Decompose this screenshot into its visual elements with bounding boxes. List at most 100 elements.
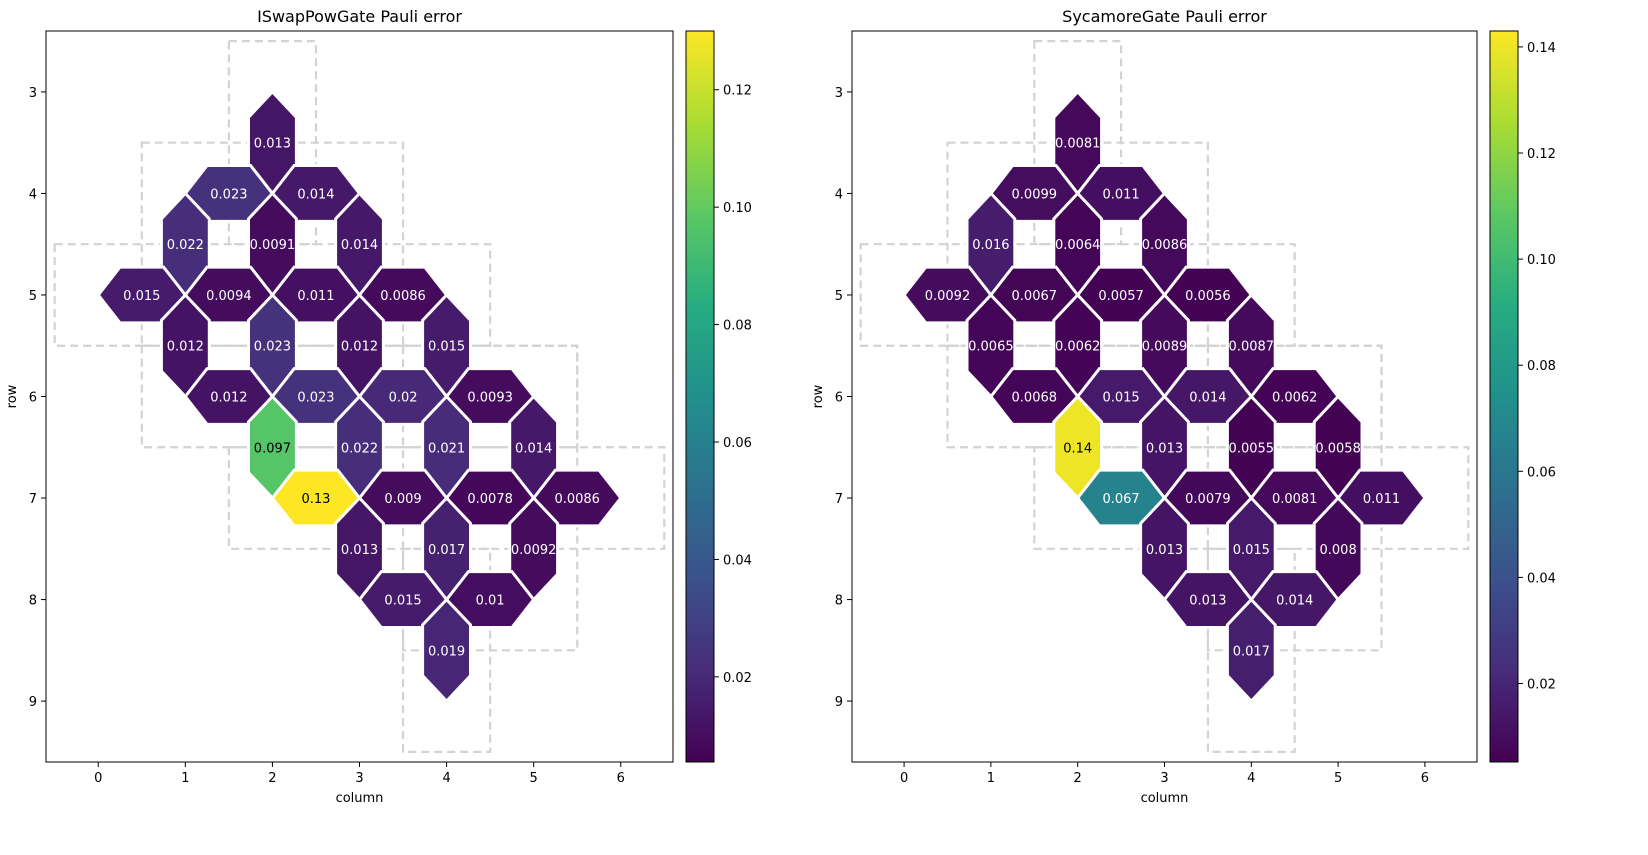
sycamore-y-tick-label: 7 bbox=[835, 492, 843, 507]
sycamore-coupler-cells: 0.0081 0.0099 0.011 0.016 0.0064 0.0086 0.0092… bbox=[902, 89, 1427, 704]
sycamore-coupler-value-label: 0.014 bbox=[1189, 391, 1226, 406]
sycamore-coupler-value-label: 0.011 bbox=[1363, 492, 1400, 507]
sycamore-coupler-value-label: 0.0064 bbox=[1055, 238, 1101, 253]
iswap-colorbar-tick-label: 0.10 bbox=[723, 201, 752, 216]
sycamore-x-tick-label: 0 bbox=[900, 771, 908, 786]
iswap-coupler-value-label: 0.014 bbox=[515, 441, 552, 456]
sycamore-coupler-value-label: 0.014 bbox=[1276, 594, 1313, 609]
iswap-coupler-value-label: 0.022 bbox=[341, 441, 378, 456]
sycamore-dashed-box bbox=[1033, 446, 1470, 550]
iswap-x-tick-label: 6 bbox=[617, 771, 625, 786]
sycamore-dashed-box bbox=[859, 243, 1296, 347]
iswap-coupler-value-label: 0.023 bbox=[297, 391, 334, 406]
iswap-coupler-value-label: 0.021 bbox=[428, 441, 465, 456]
iswap-colorbar-tick-label: 0.02 bbox=[723, 671, 752, 686]
sycamore-coupler-value-label: 0.0087 bbox=[1229, 340, 1275, 355]
iswap-y-tick-label: 7 bbox=[29, 492, 37, 507]
sycamore-colorbar: 0.02 0.04 0.06 0.08 0.10 0.12 0.14 bbox=[1489, 30, 1556, 763]
sycamore-coupler-value-label: 0.015 bbox=[1233, 543, 1270, 558]
iswap-coupler-value-label: 0.023 bbox=[210, 187, 247, 202]
sycamore-x-tick-label: 2 bbox=[1074, 771, 1082, 786]
iswap-x-tick-label: 3 bbox=[355, 771, 363, 786]
iswap-y-axis-label: row bbox=[5, 384, 20, 408]
iswap-coupler-value-label: 0.009 bbox=[384, 492, 421, 507]
iswap-coupler-value-label: 0.02 bbox=[389, 391, 418, 406]
sycamore-coupler-value-label: 0.0079 bbox=[1185, 492, 1231, 507]
iswap-coupler-value-label: 0.013 bbox=[341, 543, 378, 558]
sycamore-coupler-value-label: 0.0099 bbox=[1012, 187, 1058, 202]
sycamore-colorbar-tick-label: 0.10 bbox=[1527, 253, 1556, 268]
sycamore-coupler-value-label: 0.0062 bbox=[1055, 340, 1101, 355]
sycamore-coupler-value-label: 0.0065 bbox=[968, 340, 1014, 355]
sycamore-x-tick-label: 3 bbox=[1160, 771, 1168, 786]
sycamore-x-ticks: 0 1 2 3 4 5 6 bbox=[900, 762, 1429, 786]
sycamore-y-axis-label: row bbox=[811, 384, 826, 408]
iswap-coupler-value-label: 0.014 bbox=[297, 187, 334, 202]
iswap-coupler-value-label: 0.019 bbox=[428, 644, 465, 659]
sycamore-x-tick-label: 1 bbox=[987, 771, 995, 786]
iswap-x-tick-label: 5 bbox=[530, 771, 538, 786]
sycamore-chart-title: SycamoreGate Pauli error bbox=[1062, 7, 1267, 26]
sycamore-y-tick-label: 5 bbox=[835, 289, 843, 304]
iswap-y-tick-label: 6 bbox=[29, 391, 37, 406]
sycamore-x-tick-label: 5 bbox=[1334, 771, 1342, 786]
sycamore-coupler-cell bbox=[1225, 597, 1277, 704]
sycamore-coupler-value-label: 0.015 bbox=[1102, 391, 1139, 406]
iswap-coupler-value-label: 0.0093 bbox=[467, 391, 513, 406]
iswap-coupler-value-label: 0.015 bbox=[123, 289, 160, 304]
iswap-x-tick-label: 0 bbox=[94, 771, 102, 786]
sycamore-coupler-value-label: 0.14 bbox=[1063, 441, 1092, 456]
sycamore-coupler-value-label: 0.008 bbox=[1320, 543, 1357, 558]
iswap-coupler-value-label: 0.0091 bbox=[250, 238, 296, 253]
sycamore-colorbar-tick-label: 0.14 bbox=[1527, 41, 1556, 56]
iswap-colorbar-gradient bbox=[685, 30, 715, 763]
sycamore-coupler-value-label: 0.0081 bbox=[1055, 137, 1101, 152]
iswap-coupler-value-label: 0.012 bbox=[167, 340, 204, 355]
iswap-coupler-value-label: 0.013 bbox=[254, 137, 291, 152]
sycamore-coupler-value-label: 0.0089 bbox=[1142, 340, 1188, 355]
sycamore-coupler-value-label: 0.0092 bbox=[925, 289, 971, 304]
iswap-colorbar: 0.02 0.04 0.06 0.08 0.10 0.12 bbox=[685, 30, 752, 763]
sycamore-x-tick-label: 6 bbox=[1421, 771, 1429, 786]
sycamore-y-tick-label: 4 bbox=[835, 187, 843, 202]
iswap-coupler-value-label: 0.0086 bbox=[554, 492, 600, 507]
iswap-coupler-value-label: 0.012 bbox=[341, 340, 378, 355]
iswap-coupler-value-label: 0.022 bbox=[167, 238, 204, 253]
iswap-coupler-value-label: 0.014 bbox=[341, 238, 378, 253]
iswap-coupler-cell bbox=[421, 597, 472, 704]
sycamore-y-ticks: 3 4 5 6 7 8 9 bbox=[835, 86, 852, 710]
iswap-colorbar-tick-label: 0.04 bbox=[723, 553, 752, 568]
sycamore-coupler-value-label: 0.011 bbox=[1102, 187, 1139, 202]
sycamore-y-tick-label: 9 bbox=[835, 695, 843, 710]
sycamore-coupler-value-label: 0.0055 bbox=[1229, 441, 1275, 456]
sycamore-colorbar-tick-label: 0.06 bbox=[1527, 465, 1556, 480]
sycamore-coupler-value-label: 0.016 bbox=[972, 238, 1009, 253]
iswap-coupler-value-label: 0.017 bbox=[428, 543, 465, 558]
iswap-x-tick-label: 1 bbox=[181, 771, 189, 786]
iswap-y-tick-label: 5 bbox=[29, 289, 37, 304]
iswap-y-tick-label: 3 bbox=[29, 86, 37, 101]
sycamore-x-axis-label: column bbox=[1141, 791, 1189, 806]
sycamore-colorbar-tick-label: 0.08 bbox=[1527, 359, 1556, 374]
iswap-coupler-value-label: 0.097 bbox=[254, 441, 291, 456]
sycamore-coupler-value-label: 0.0062 bbox=[1272, 391, 1318, 406]
sycamore-colorbar-tick-label: 0.12 bbox=[1527, 147, 1556, 162]
sycamore-colorbar-tick-label: 0.04 bbox=[1527, 571, 1556, 586]
iswap-coupler-value-label: 0.0092 bbox=[511, 543, 557, 558]
iswap-colorbar-tick-label: 0.12 bbox=[723, 84, 752, 99]
iswap-coupler-value-label: 0.0086 bbox=[380, 289, 426, 304]
sycamore-coupler-value-label: 0.013 bbox=[1146, 441, 1183, 456]
sycamore-coupler-value-label: 0.017 bbox=[1233, 644, 1270, 659]
iswap-coupler-value-label: 0.0078 bbox=[467, 492, 513, 507]
iswap-chart-title: ISwapPowGate Pauli error bbox=[257, 7, 462, 26]
sycamore-coupler-value-label: 0.0067 bbox=[1012, 289, 1058, 304]
iswap-coupler-value-label: 0.012 bbox=[210, 391, 247, 406]
iswap-coupler-value-label: 0.023 bbox=[254, 340, 291, 355]
sycamore-coupler-value-label: 0.0086 bbox=[1142, 238, 1188, 253]
sycamore-y-tick-label: 6 bbox=[835, 391, 843, 406]
iswap-coupler-value-label: 0.01 bbox=[476, 594, 505, 609]
iswap-y-tick-label: 4 bbox=[29, 187, 37, 202]
iswap-colorbar-tick-label: 0.08 bbox=[723, 319, 752, 334]
